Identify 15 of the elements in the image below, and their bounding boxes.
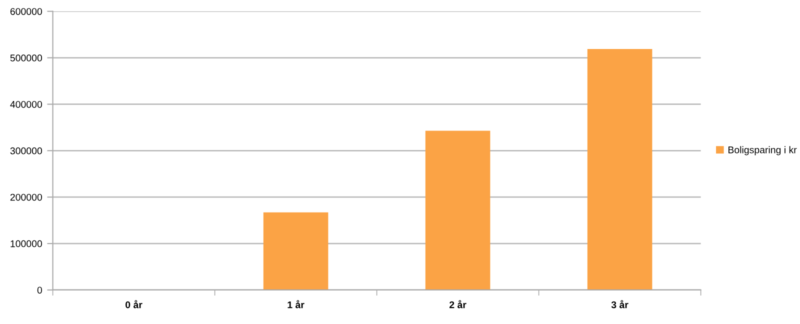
- bar: [263, 212, 328, 290]
- bar: [425, 130, 490, 290]
- y-tick-label: 500000: [10, 54, 42, 62]
- y-tick-label: 600000: [10, 8, 42, 15]
- x-tick-label: 2 år: [449, 300, 466, 308]
- x-tick-label: 1 år: [288, 300, 304, 308]
- bar: [587, 48, 652, 290]
- y-tick-label: 100000: [10, 240, 42, 248]
- legend-label: Boligsparing i kr: [728, 146, 797, 156]
- y-tick-label: 0: [37, 286, 42, 294]
- x-tick-label: 3 år: [611, 300, 628, 308]
- y-tick-label: 400000: [10, 100, 42, 108]
- x-tick-label: 0 år: [126, 300, 142, 308]
- y-tick-label: 300000: [10, 147, 42, 154]
- y-tick-label: 200000: [10, 194, 42, 201]
